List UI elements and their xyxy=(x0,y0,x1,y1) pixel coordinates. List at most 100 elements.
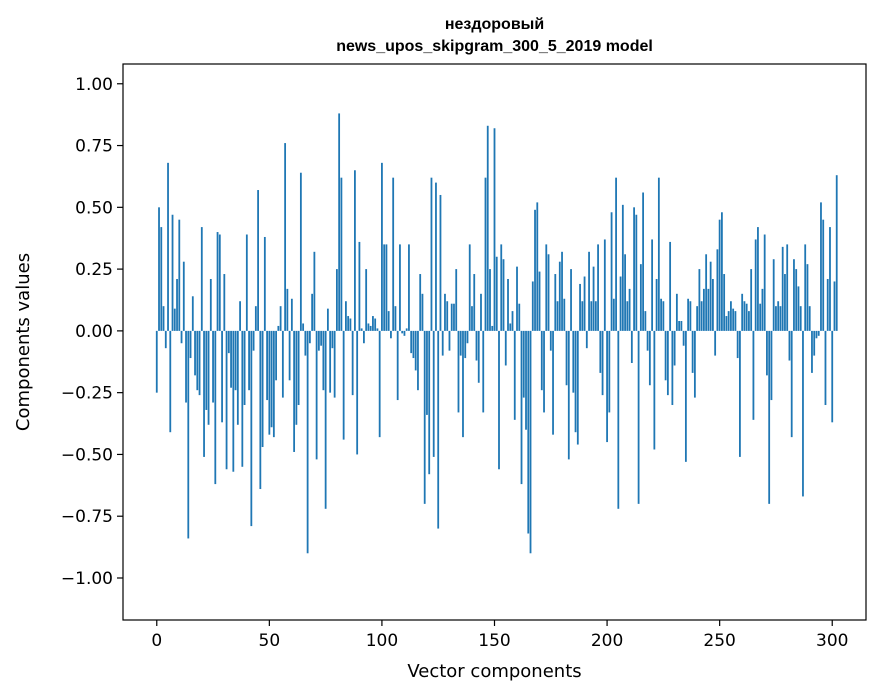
bar-218 xyxy=(646,330,649,351)
bar-153 xyxy=(500,244,503,331)
bar-231 xyxy=(675,293,678,331)
bar-97 xyxy=(374,318,377,331)
bar-267 xyxy=(757,227,759,331)
bar-27 xyxy=(216,232,219,331)
bar-115 xyxy=(414,330,417,371)
bar-138 xyxy=(466,330,469,344)
bar-209 xyxy=(626,301,629,331)
bar-293 xyxy=(815,330,818,339)
bar-120 xyxy=(426,330,428,415)
chart-title-line-2: news_upos_skipgram_300_5_2019 model xyxy=(336,38,653,55)
bar-11 xyxy=(180,330,183,344)
bar-23 xyxy=(207,330,210,425)
bar-113 xyxy=(410,330,413,354)
bar-51 xyxy=(270,330,273,428)
bar-294 xyxy=(817,330,820,336)
bar-229 xyxy=(671,330,674,406)
bar-274 xyxy=(772,259,775,331)
bar-35 xyxy=(234,330,237,391)
y-tick-label: 0.75 xyxy=(75,137,113,157)
bar-50 xyxy=(268,330,271,435)
bar-288 xyxy=(804,244,807,331)
bar-36 xyxy=(236,330,239,425)
x-axis-label: Vector components xyxy=(407,661,581,682)
x-tick-label: 300 xyxy=(816,631,848,651)
bar-13 xyxy=(185,330,187,403)
bar-169 xyxy=(536,202,539,331)
bar-225 xyxy=(662,301,665,331)
bar-98 xyxy=(376,328,379,331)
bar-92 xyxy=(363,330,365,344)
bar-143 xyxy=(477,330,480,383)
bar-265 xyxy=(752,330,755,420)
bar-95 xyxy=(369,325,372,331)
bar-186 xyxy=(574,330,577,433)
bar-90 xyxy=(358,241,361,331)
bar-85 xyxy=(347,316,350,331)
bar-124 xyxy=(435,182,437,331)
bar-271 xyxy=(766,330,768,376)
bar-213 xyxy=(635,214,638,331)
bar-147 xyxy=(486,125,489,331)
bar-101 xyxy=(383,244,386,331)
bar-278 xyxy=(781,246,784,331)
bar-171 xyxy=(540,330,543,391)
bar-5 xyxy=(167,162,169,331)
bar-189 xyxy=(581,301,584,331)
bar-58 xyxy=(286,288,289,331)
bar-57 xyxy=(284,143,287,331)
bar-266 xyxy=(754,239,757,331)
bar-106 xyxy=(394,306,397,331)
bar-256 xyxy=(732,308,735,331)
bar-9 xyxy=(176,278,178,331)
bar-65 xyxy=(302,323,305,331)
bar-190 xyxy=(583,276,586,331)
bar-29 xyxy=(221,330,223,423)
bar-279 xyxy=(784,274,786,331)
bar-205 xyxy=(617,330,620,509)
bar-178 xyxy=(556,301,559,331)
bar-114 xyxy=(412,330,415,359)
bar-149 xyxy=(491,325,494,331)
bar-183 xyxy=(567,330,570,460)
bar-182 xyxy=(565,330,568,386)
y-tick-label: 0.00 xyxy=(75,322,113,342)
bar-160 xyxy=(516,266,518,331)
bar-67 xyxy=(306,330,309,554)
bar-168 xyxy=(534,209,536,331)
bar-81 xyxy=(338,113,341,331)
bar-89 xyxy=(356,330,359,455)
bar-131 xyxy=(450,303,453,331)
bar-55 xyxy=(279,306,282,331)
bar-273 xyxy=(770,330,773,401)
bar-53 xyxy=(275,330,277,381)
bar-281 xyxy=(788,330,791,361)
bar-2 xyxy=(160,227,163,331)
bar-269 xyxy=(761,288,764,331)
bar-77 xyxy=(329,330,332,393)
bar-26 xyxy=(214,330,217,485)
bar-76 xyxy=(326,308,329,331)
bar-199 xyxy=(603,239,606,331)
bar-268 xyxy=(759,303,762,331)
bar-109 xyxy=(401,330,404,334)
bar-161 xyxy=(518,303,521,331)
bar-208 xyxy=(624,254,626,331)
bar-62 xyxy=(295,330,298,425)
bar-102 xyxy=(385,244,388,331)
bar-216 xyxy=(642,192,644,331)
bar-119 xyxy=(423,330,426,504)
bar-43 xyxy=(252,330,255,351)
bar-117 xyxy=(419,274,422,331)
bar-7 xyxy=(171,214,174,331)
bar-164 xyxy=(525,330,527,430)
bar-112 xyxy=(408,244,410,331)
x-tick-label: 150 xyxy=(478,631,510,651)
bar-276 xyxy=(777,301,780,331)
bar-116 xyxy=(417,330,419,391)
bar-121 xyxy=(428,330,431,475)
bar-144 xyxy=(480,293,482,331)
y-axis-ticks: −1.00 −0.75 −0.50 −0.25 0.00 0.25 0.50 0.75 1.00 xyxy=(61,75,123,589)
bar-130 xyxy=(448,330,451,351)
bar-3 xyxy=(162,306,165,331)
